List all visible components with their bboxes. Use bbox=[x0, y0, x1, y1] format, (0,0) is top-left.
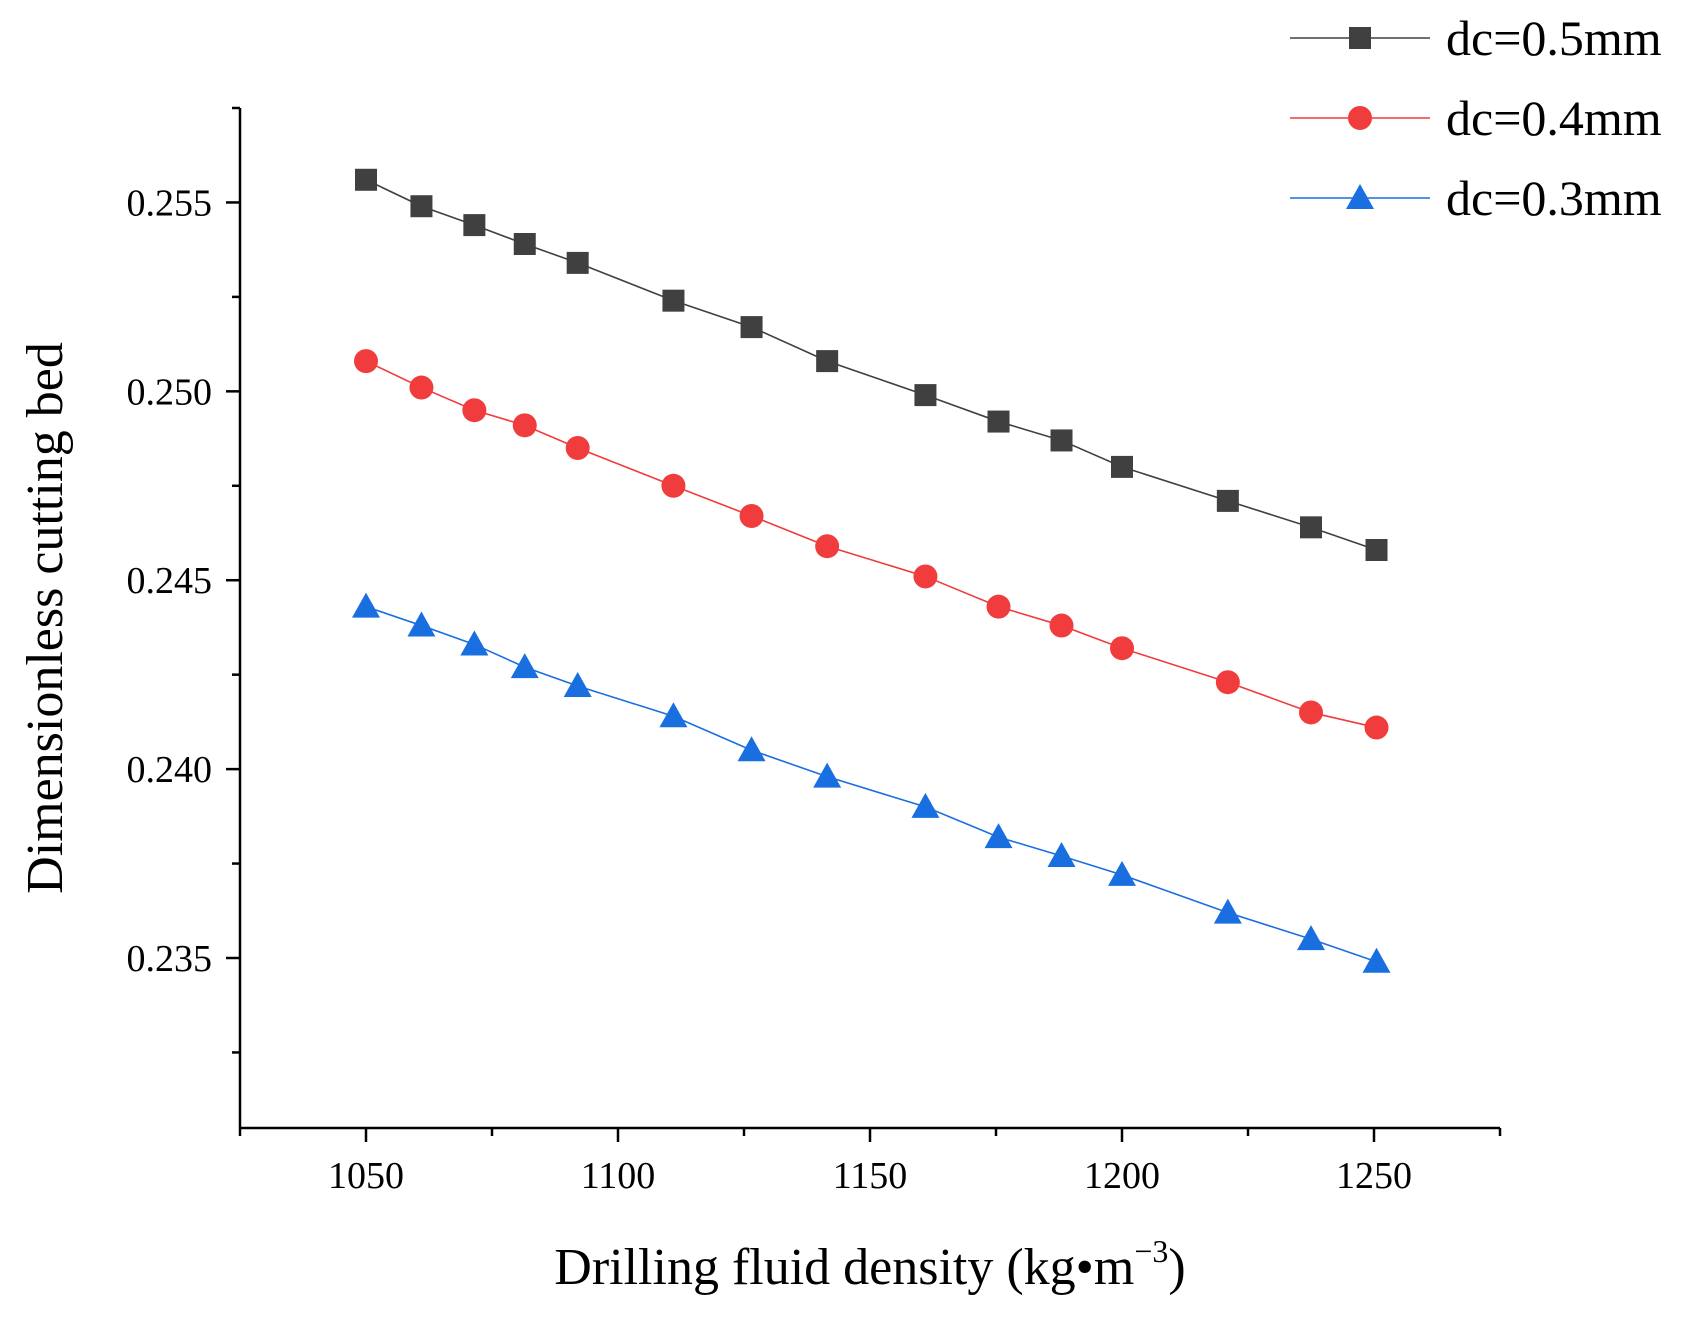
x-tick-label: 1200 bbox=[1084, 1155, 1160, 1197]
data-point-triangle bbox=[460, 630, 489, 656]
data-point-circle bbox=[1110, 636, 1134, 661]
x-axis-title-close: ) bbox=[1168, 1239, 1185, 1296]
legend-label: dc=0.5mm bbox=[1446, 10, 1662, 66]
series-triangle bbox=[352, 592, 1391, 973]
data-point-triangle bbox=[659, 702, 688, 728]
legend-label: dc=0.4mm bbox=[1446, 90, 1662, 146]
series-circle bbox=[354, 349, 1389, 740]
data-point-circle bbox=[1049, 613, 1074, 638]
data-point-triangle bbox=[407, 611, 436, 637]
legend-item: dc=0.5mm bbox=[1290, 10, 1662, 66]
data-point-circle bbox=[1215, 670, 1240, 695]
data-point-square bbox=[355, 168, 377, 191]
ticks: 1050 1100 1150 1200 1250 0.235 0.240 0.245 0.250… bbox=[127, 106, 1502, 1197]
data-point-triangle bbox=[911, 792, 940, 818]
x-axis-title-main: Drilling fluid density (kg•m bbox=[554, 1239, 1134, 1296]
legend: dc=0.5mm dc=0.4mm dc=0.3mm bbox=[1290, 10, 1662, 226]
data-point-square bbox=[1050, 429, 1073, 452]
data-point-square bbox=[463, 214, 486, 237]
data-point-square bbox=[513, 233, 536, 255]
data-point-circle bbox=[409, 375, 434, 400]
data-point-circle bbox=[739, 504, 764, 528]
data-point-triangle bbox=[510, 653, 539, 679]
data-point-square bbox=[740, 316, 763, 339]
data-point-circle bbox=[565, 436, 590, 460]
data-point-circle bbox=[815, 534, 840, 559]
data-point-square bbox=[1111, 455, 1133, 478]
legend-marker-square bbox=[1349, 27, 1371, 49]
legend-item: dc=0.3mm bbox=[1290, 170, 1662, 226]
data-point-square bbox=[1300, 516, 1322, 539]
data-point-triangle bbox=[352, 592, 380, 618]
x-tick-label: 1050 bbox=[328, 1155, 404, 1197]
data-point-circle bbox=[512, 413, 537, 438]
data-point-triangle bbox=[1047, 842, 1076, 867]
data-point-triangle bbox=[1362, 947, 1391, 973]
data-point-triangle bbox=[563, 672, 592, 697]
x-tick-label: 1150 bbox=[833, 1155, 908, 1197]
legend-marker-circle bbox=[1348, 106, 1372, 130]
data-point-circle bbox=[354, 349, 378, 374]
y-tick-label: 0.240 bbox=[127, 749, 213, 791]
data-point-circle bbox=[1299, 700, 1323, 725]
x-tick-label: 1100 bbox=[581, 1155, 656, 1197]
data-point-square bbox=[1216, 489, 1239, 512]
data-point-triangle bbox=[737, 736, 766, 762]
data-point-triangle bbox=[1108, 860, 1136, 886]
data-point-square bbox=[566, 251, 589, 274]
data-point-triangle bbox=[1213, 898, 1242, 924]
data-point-square bbox=[410, 195, 433, 218]
data-point-circle bbox=[986, 594, 1011, 619]
y-tick-label: 0.235 bbox=[127, 938, 213, 980]
data-point-square bbox=[662, 289, 685, 312]
x-tick-label: 1250 bbox=[1336, 1155, 1412, 1197]
legend-marker-triangle bbox=[1346, 184, 1374, 209]
axes bbox=[238, 108, 1500, 1130]
x-axis-title: Drilling fluid density (kg•m−3) bbox=[554, 1233, 1185, 1296]
y-tick-label: 0.255 bbox=[127, 182, 213, 224]
data-point-triangle bbox=[984, 823, 1013, 849]
x-axis-title-exponent: −3 bbox=[1134, 1233, 1168, 1269]
series-layer bbox=[352, 168, 1391, 973]
data-point-triangle bbox=[813, 762, 842, 788]
data-point-circle bbox=[1364, 715, 1389, 740]
y-tick-label: 0.245 bbox=[127, 560, 213, 602]
legend-item: dc=0.4mm bbox=[1290, 90, 1662, 146]
data-point-square bbox=[987, 410, 1010, 433]
data-point-circle bbox=[913, 564, 938, 589]
y-axis-title: Dimensionless cutting bed bbox=[17, 342, 74, 894]
data-point-triangle bbox=[1297, 925, 1325, 951]
series-square bbox=[355, 168, 1388, 561]
data-point-square bbox=[1365, 539, 1388, 561]
y-tick-label: 0.250 bbox=[127, 371, 213, 413]
data-point-circle bbox=[462, 398, 487, 423]
data-point-square bbox=[914, 384, 937, 407]
data-point-circle bbox=[661, 473, 686, 498]
data-point-square bbox=[816, 350, 839, 373]
legend-label: dc=0.3mm bbox=[1446, 170, 1662, 226]
